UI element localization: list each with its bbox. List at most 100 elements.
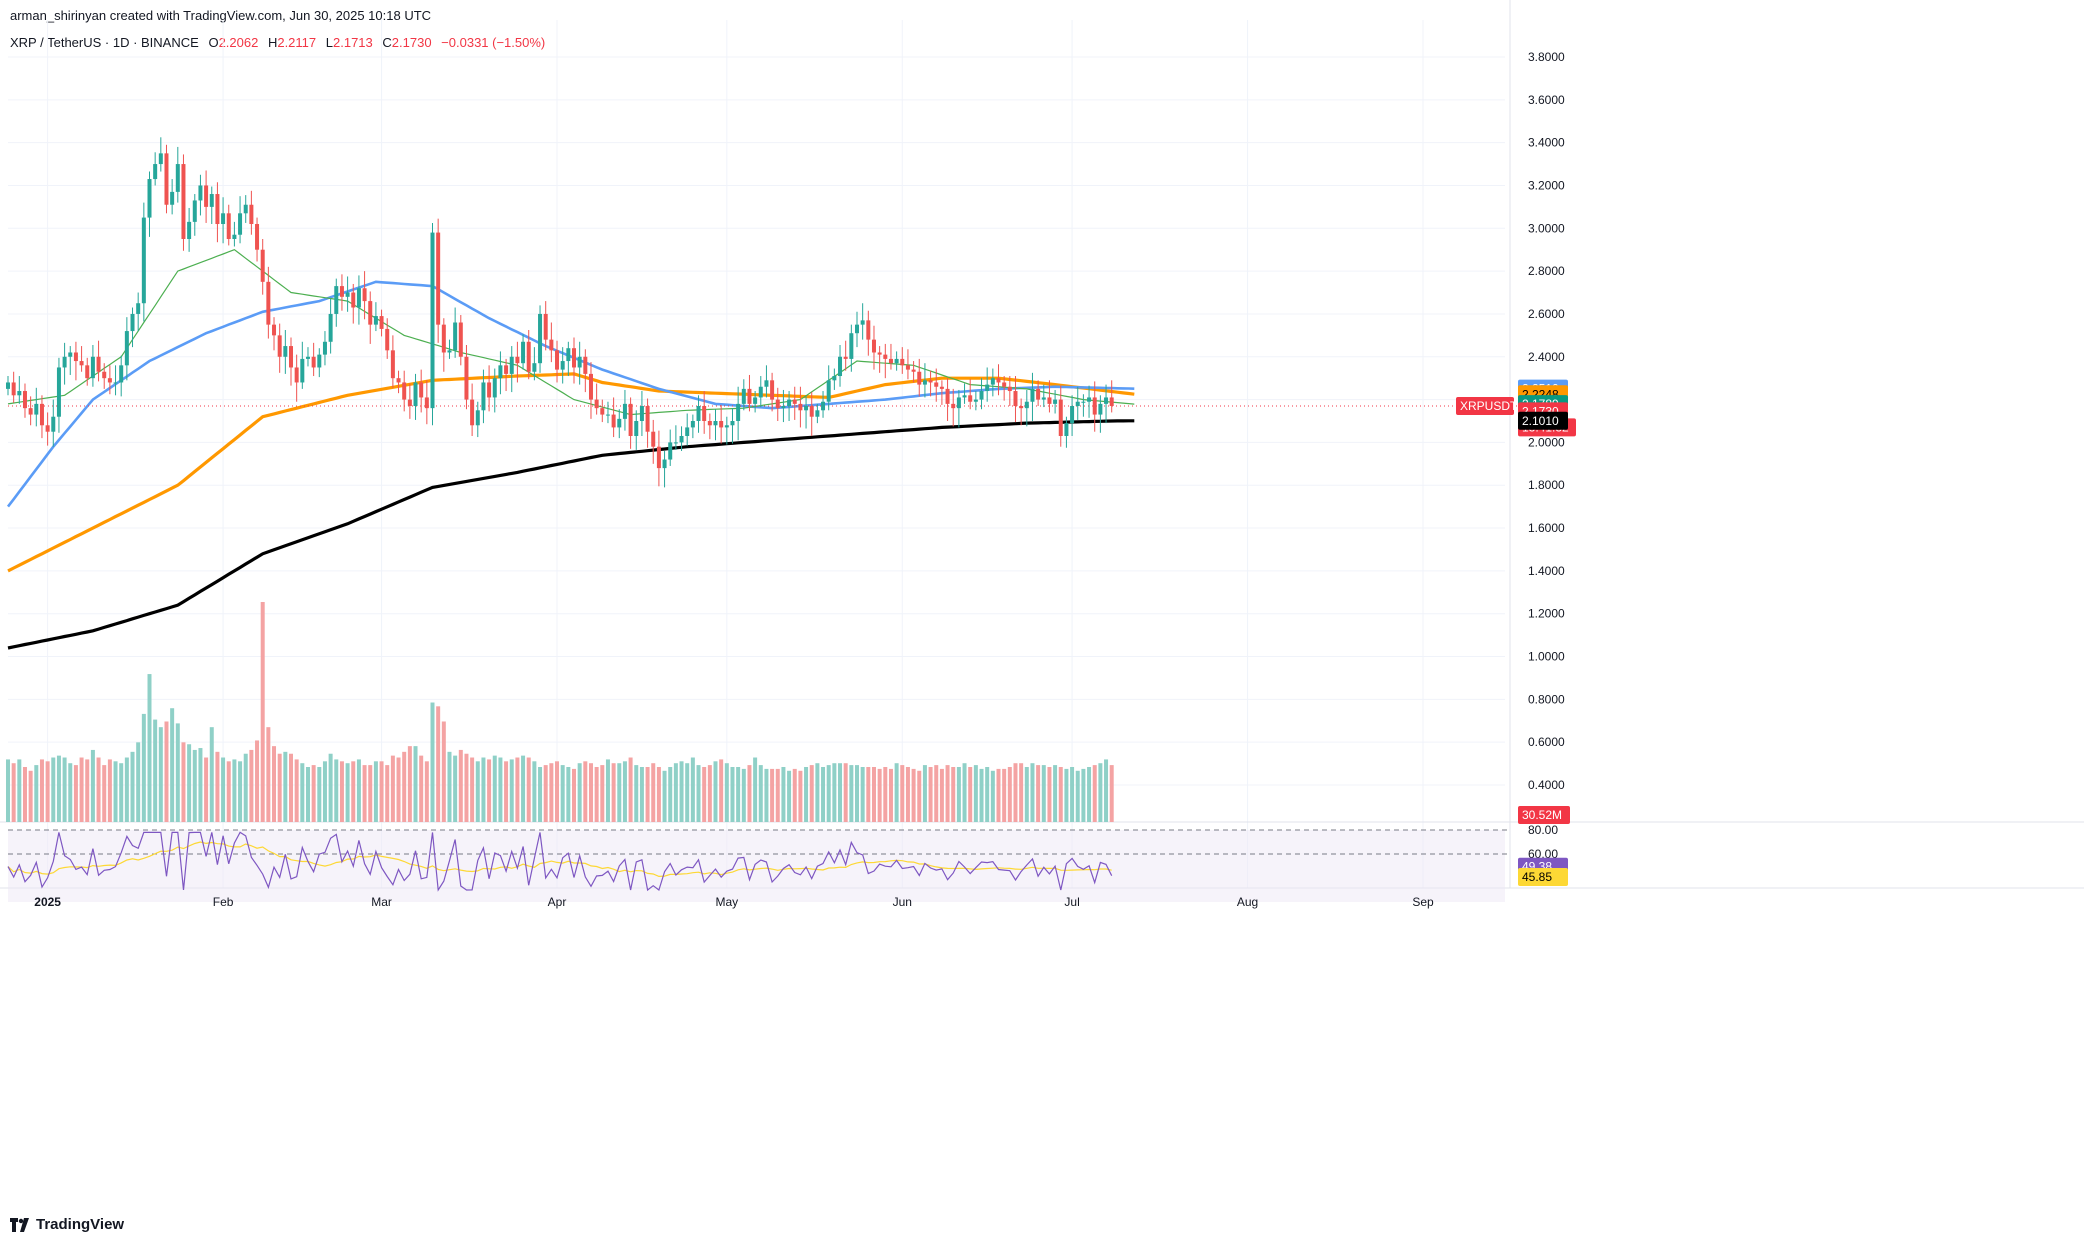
candle-body bbox=[996, 378, 1001, 383]
price-axis[interactable]: 3.8000 3.6000 3.4000 3.2000 3.0000 2.8000 2.60… bbox=[1528, 50, 1565, 792]
candle-body bbox=[464, 356, 469, 400]
rsi-tick-60: 60.00 bbox=[1528, 847, 1558, 861]
candle-body bbox=[900, 358, 905, 366]
candle-body bbox=[509, 356, 514, 374]
candle-body bbox=[707, 421, 712, 426]
candle-body bbox=[1019, 406, 1024, 409]
volume-value-tag-bg bbox=[1518, 806, 1570, 824]
candle-body bbox=[181, 164, 186, 239]
candle-body bbox=[888, 358, 893, 364]
volume-bar bbox=[1047, 767, 1052, 822]
ma-black-value-tag: 2.1010 bbox=[1518, 411, 1568, 430]
volume-bar bbox=[170, 708, 175, 822]
candle-body bbox=[775, 399, 780, 409]
candle-body bbox=[1098, 403, 1103, 415]
candle-body bbox=[407, 399, 412, 407]
volume-bar bbox=[362, 765, 367, 822]
candle-body bbox=[85, 365, 90, 379]
volume-bar bbox=[855, 765, 859, 822]
volume-bar bbox=[368, 765, 373, 822]
low-label: L bbox=[325, 35, 333, 50]
candle-body bbox=[260, 249, 265, 282]
candle-body bbox=[628, 403, 633, 436]
volume-bar bbox=[622, 761, 627, 822]
candle-body bbox=[1030, 388, 1035, 402]
candle-body bbox=[470, 399, 475, 426]
candle-body bbox=[566, 348, 571, 362]
volume-bar bbox=[758, 765, 763, 822]
close-value: 2.1730 bbox=[391, 35, 432, 50]
volume-bar bbox=[119, 763, 124, 822]
volume-bar bbox=[1081, 768, 1086, 822]
candle-body bbox=[668, 442, 673, 460]
volume-bar bbox=[311, 765, 316, 822]
candle-body bbox=[238, 213, 243, 235]
volume-bar bbox=[662, 770, 667, 822]
rsi-ma-line bbox=[7, 841, 1112, 878]
tradingview-logo[interactable]: TradingView bbox=[10, 1216, 124, 1233]
candle-body bbox=[968, 395, 973, 402]
volume-bar bbox=[888, 768, 893, 822]
candle-body bbox=[605, 414, 610, 416]
volume-bar bbox=[266, 727, 271, 822]
volume-bar bbox=[136, 742, 141, 822]
candle-body bbox=[673, 442, 678, 444]
volume-bar bbox=[305, 767, 310, 822]
candle-body bbox=[877, 352, 882, 355]
volume-bar bbox=[509, 759, 514, 822]
volume-bar bbox=[560, 765, 565, 822]
candle-body bbox=[685, 427, 690, 436]
volume-bar bbox=[56, 755, 61, 822]
candle-body bbox=[430, 232, 435, 409]
volume-bar bbox=[690, 757, 695, 822]
volume-bar bbox=[300, 763, 305, 822]
volume-bar bbox=[922, 765, 927, 822]
volume-bar bbox=[430, 702, 435, 822]
candle-body bbox=[792, 399, 797, 404]
volume-bar bbox=[1007, 767, 1012, 822]
candle-body bbox=[124, 331, 129, 366]
candle-body bbox=[922, 380, 927, 385]
candle-body bbox=[804, 406, 809, 411]
candlesticks bbox=[6, 137, 1114, 488]
volume-bar bbox=[204, 757, 209, 822]
volume-bar bbox=[277, 753, 282, 822]
time-tick-label: May bbox=[715, 895, 738, 909]
volume-bar bbox=[1104, 759, 1109, 822]
time-tick-label: Apr bbox=[548, 895, 567, 909]
candle-body bbox=[390, 350, 395, 379]
time-axis[interactable]: 2025 Feb Mar Apr May Jun Jul Aug Sep bbox=[34, 895, 1434, 909]
candle-body bbox=[17, 391, 22, 396]
candle-body bbox=[662, 459, 667, 469]
volume-bar bbox=[215, 751, 220, 822]
symbol-tag: XRPUSDT bbox=[1456, 397, 1518, 416]
candle-body bbox=[413, 382, 418, 407]
symbol-ohlc-legend[interactable]: XRP / TetherUS · 1D · BINANCE O2.2062 H2… bbox=[10, 35, 551, 50]
candle-body bbox=[441, 324, 446, 353]
candle-body bbox=[328, 313, 333, 342]
volume-bar bbox=[577, 763, 582, 822]
volume-bar bbox=[821, 767, 826, 822]
moving-average-green bbox=[7, 249, 1135, 416]
candle-body bbox=[492, 378, 497, 398]
candle-body bbox=[1007, 386, 1012, 392]
rsi-tick-80: 80.00 bbox=[1528, 823, 1558, 837]
volume-bar bbox=[413, 746, 418, 822]
volume-bar bbox=[713, 761, 718, 822]
volume-bar bbox=[588, 763, 593, 822]
volume-bar bbox=[900, 765, 905, 822]
candle-body bbox=[453, 322, 458, 351]
volume-bar bbox=[996, 768, 1001, 822]
candle-body bbox=[871, 339, 876, 353]
volume-bar bbox=[583, 761, 588, 822]
price-tick-label: 1.8000 bbox=[1528, 478, 1565, 492]
price-tick-label: 2.6000 bbox=[1528, 307, 1565, 321]
volume-bar bbox=[232, 759, 237, 822]
volume-bar bbox=[985, 767, 990, 822]
candle-body bbox=[158, 153, 163, 165]
volume-bar bbox=[1075, 770, 1080, 822]
candle-body bbox=[79, 361, 84, 366]
volume-bar bbox=[956, 767, 961, 822]
candle-body bbox=[141, 217, 146, 304]
